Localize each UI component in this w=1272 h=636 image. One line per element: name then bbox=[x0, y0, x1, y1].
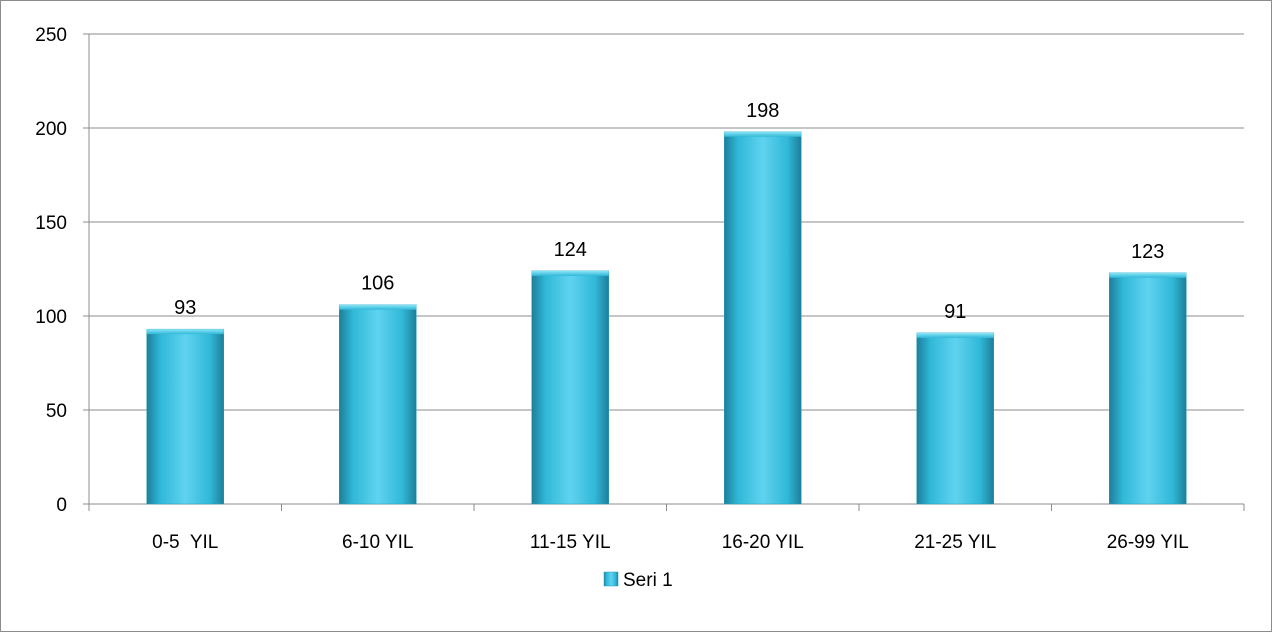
y-tick-label: 150 bbox=[35, 213, 67, 234]
bar-top-highlight bbox=[146, 329, 224, 335]
data-label: 93 bbox=[174, 297, 196, 319]
y-tick-label: 0 bbox=[56, 495, 67, 516]
x-tick-label: 16-20 YIL bbox=[722, 532, 804, 553]
legend: Seri 1 bbox=[603, 570, 673, 591]
bar-top-highlight bbox=[724, 131, 802, 137]
legend-swatch bbox=[603, 571, 619, 587]
bar-top-highlight bbox=[531, 270, 609, 276]
bar bbox=[531, 270, 609, 505]
x-tick-label: 26-99 YIL bbox=[1107, 532, 1189, 553]
axes: 0 50 100 150 200 250 0-5 YIL 6-10 YIL 11-15 YIL 1… bbox=[35, 25, 1245, 553]
bar-top-highlight bbox=[1109, 272, 1187, 278]
data-labels: 93 106 124 198 91 123 bbox=[174, 100, 1164, 323]
bar bbox=[916, 332, 994, 505]
y-tick-label: 250 bbox=[35, 25, 67, 46]
gridlines bbox=[89, 33, 1244, 411]
bar bbox=[1109, 272, 1187, 505]
bars bbox=[146, 131, 1187, 505]
data-label: 91 bbox=[944, 301, 966, 323]
x-tick-label: 11-15 YIL bbox=[530, 532, 611, 553]
y-tick-label: 100 bbox=[35, 307, 67, 328]
legend-label: Seri 1 bbox=[623, 570, 673, 591]
x-tick-label: 21-25 YIL bbox=[914, 532, 996, 553]
bar bbox=[339, 304, 417, 505]
bar bbox=[146, 328, 224, 505]
bar-top-highlight bbox=[339, 304, 417, 310]
data-label: 106 bbox=[361, 273, 394, 295]
y-tick-label: 200 bbox=[35, 119, 67, 140]
x-tick-label: 6-10 YIL bbox=[342, 532, 413, 553]
bar bbox=[724, 131, 802, 505]
y-tick-label: 50 bbox=[46, 401, 67, 422]
data-label: 198 bbox=[746, 100, 779, 122]
bar-top-highlight bbox=[916, 332, 994, 338]
data-label: 123 bbox=[1131, 241, 1164, 263]
x-tick-label: 0-5 YIL bbox=[152, 532, 218, 553]
data-label: 124 bbox=[554, 239, 587, 261]
